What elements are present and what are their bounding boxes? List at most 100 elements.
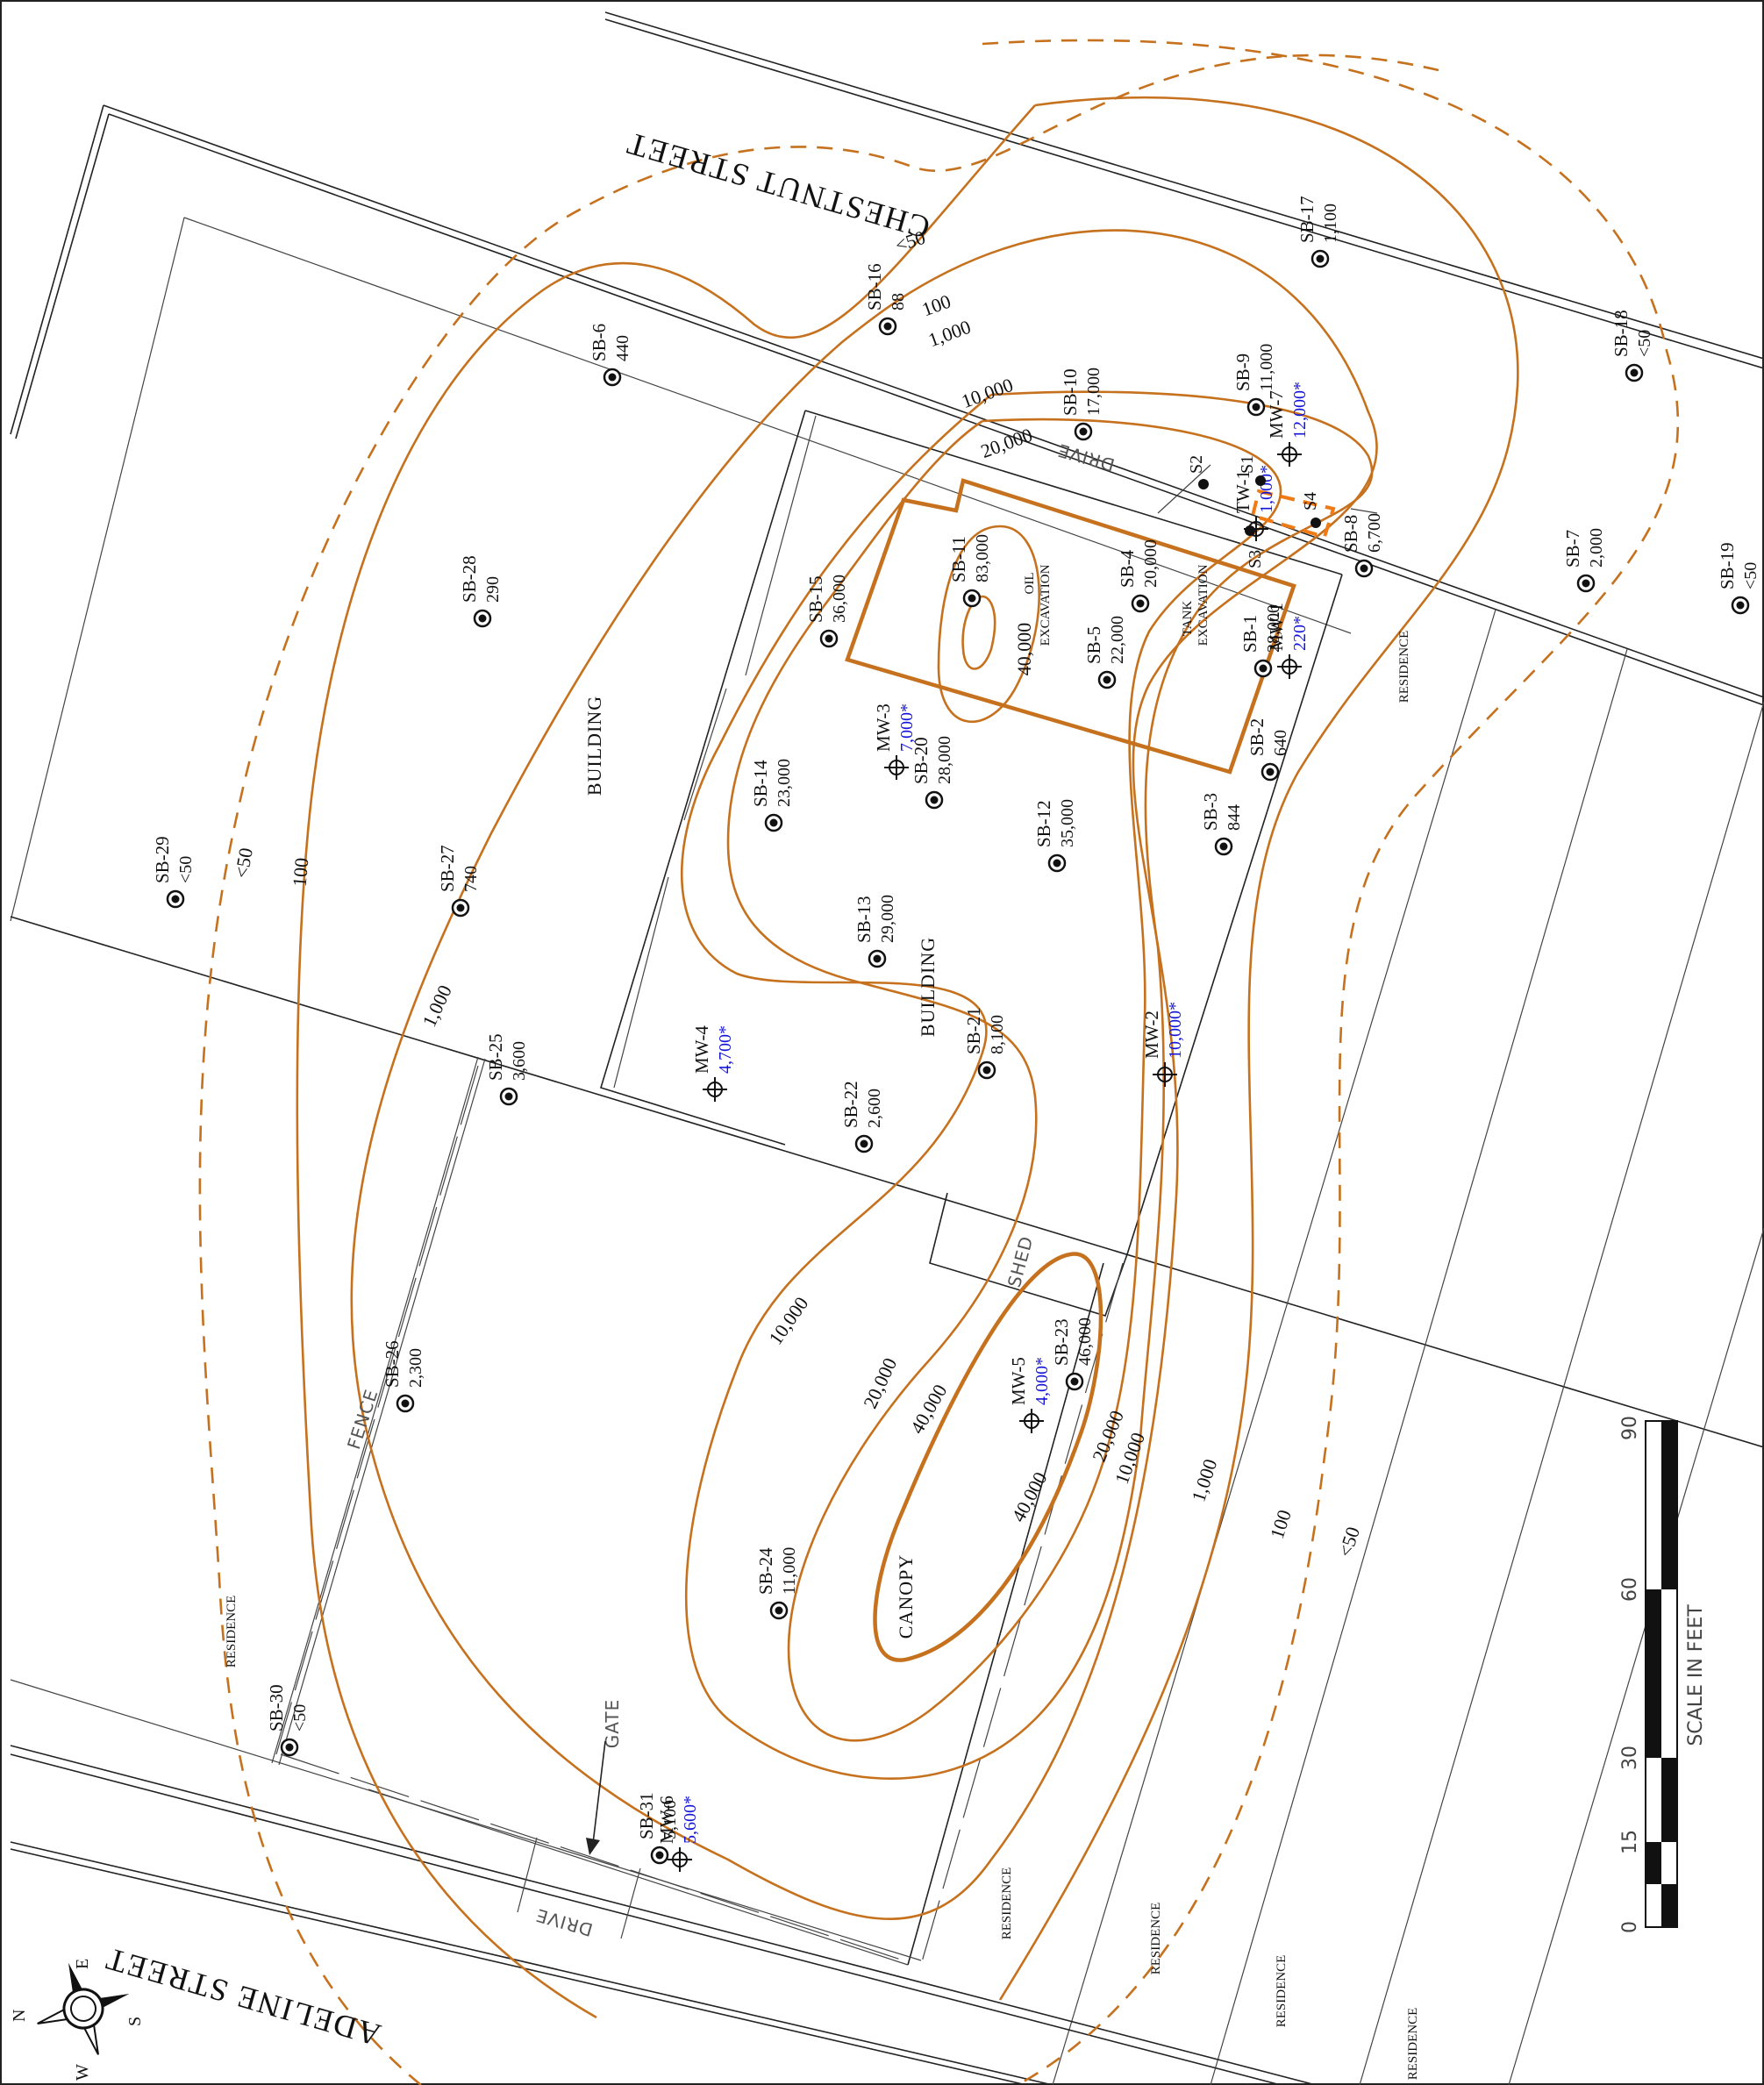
boring-id-label: SB-2 [1246,718,1268,756]
boring-id-label: SB-19 [1717,542,1738,589]
well-id-label: MW-4 [691,1025,712,1074]
well-id-label: MW-2 [1141,1010,1162,1059]
boring-value-label: 1,100 [1321,204,1340,243]
scale-tick: 90 [1619,1416,1641,1440]
soil-boring-marker-core [769,818,778,827]
boring-value-label: 23,000 [775,759,794,807]
site-linework [10,11,1764,2085]
boring-value-label: 20,000 [1141,539,1161,588]
soil-boring-marker-core [1136,599,1145,608]
boring-value-label: 35,000 [1058,799,1077,847]
soil-boring-marker-core [655,1851,664,1860]
well-value-label: 220* [1290,616,1310,651]
gate-label: GATE [602,1699,623,1748]
sample-dot [1198,479,1209,489]
boring-id-label: SB-6 [589,324,610,361]
soil-boring-marker-core [504,1092,513,1101]
boring-value-label: 29,000 [878,895,897,943]
soil-boring-marker-core [1266,768,1275,776]
boring-id-label: SB-11 [948,536,969,582]
boring-id-label: SB-1 [1239,615,1261,653]
boring-value-label: 2,300 [406,1348,425,1388]
boring-id-label: SB-27 [437,845,458,892]
contour-label: 100 [289,857,313,888]
contours [198,39,1680,2085]
sample-dot [1245,525,1255,536]
boring-id-label: SB-15 [805,575,826,623]
residence-label: RESIDENCE [225,1596,239,1668]
building-label-2: BUILDING [917,937,939,1037]
sample-label-s3: S3 [1246,550,1265,568]
scale-tick: 15 [1619,1830,1641,1854]
residence-label: RESIDENCE [1149,1903,1163,1975]
boring-value-label: <50 [176,856,196,883]
residence-label: RESIDENCE [1406,2008,1420,2081]
soil-boring-marker-core [873,954,882,963]
boring-id-label: SB-7 [1562,530,1583,568]
boring-value-label: <50 [1741,562,1760,589]
boring-id-label: SB-16 [864,263,885,311]
well-value-label: 10,000* [1166,1002,1185,1059]
boring-id-label: SB-5 [1083,626,1104,664]
boring-value-label: <50 [1635,330,1654,357]
well-value-label: 4,000* [1032,1357,1052,1405]
sample-label-s4: S4 [1301,492,1320,511]
boring-id-label: SB-22 [840,1081,861,1128]
soil-boring-marker-core [883,322,892,331]
contour-label: <50 [230,846,257,880]
well-value-label: 12,000* [1290,382,1310,439]
oil-tank-excavation-outline [845,478,1296,775]
soil-boring-marker-core [608,373,617,382]
soil-boring-marker-core [1219,842,1228,851]
sample-dot [1255,475,1266,486]
well-id-label: MW-6 [656,1796,677,1844]
boring-id-label: SB-21 [963,1007,984,1054]
contour-label: 40,000 [1013,623,1035,676]
tank-samples: S1 S2 S3 S4 [1187,455,1321,568]
compass-s: S [125,2017,145,2026]
residence-label: RESIDENCE [1397,631,1411,703]
soil-boring-marker-core [1582,579,1590,588]
well-value-label: 7,000* [897,703,917,752]
soil-boring-marker-core [1070,1377,1079,1386]
sample-label-s1: S1 [1238,455,1257,474]
boring-value-label: 740 [461,866,481,892]
boring-id-label: SB-3 [1200,793,1221,831]
compass-e: E [73,1959,92,1969]
soil-boring-marker-core [775,1606,783,1615]
soil-boring-marker-core [930,796,939,804]
soil-boring-marker-core [171,895,180,903]
scale-tick: 30 [1619,1746,1641,1770]
soil-boring-marker-core [825,634,833,643]
well-id-label: MW-1 [1266,603,1287,651]
soil-boring-marker-core [1360,564,1368,573]
sample-dot [1311,518,1321,528]
boring-value-label: 6,700 [1365,513,1384,553]
boring-id-label: SB-26 [382,1340,403,1388]
boring-value-label: 83,000 [973,534,992,582]
soil-boring-marker-core [1103,675,1111,684]
tank-excavation-label-2: EXCAVATION [1196,564,1211,646]
gate-arrow [591,1740,606,1852]
boring-id-label: SB-8 [1340,515,1361,553]
tank-excavation-label-1: TANK [1181,601,1195,637]
boring-value-label: 46,000 [1075,1317,1095,1366]
boring-id-label: SB-18 [1610,310,1632,357]
soil-boring-marker-core [456,903,465,912]
residence-label: RESIDENCE [1275,1955,1289,2028]
soil-boring-marker-core [982,1066,991,1075]
boring-value-label: 290 [483,576,503,603]
boring-id-label: SB-28 [459,555,480,603]
canopy-label: CANOPY [895,1554,917,1639]
boring-value-label: 640 [1271,730,1290,756]
residence-label: RESIDENCE [1000,1867,1014,1940]
soil-boring-marker-core [1630,368,1639,377]
boring-value-label: 3,600 [510,1041,529,1081]
boring-id-label: SB-23 [1051,1318,1072,1366]
boring-value-label: 36,000 [830,575,849,623]
well-value-label: 1,000* [1257,465,1276,513]
boring-value-label: 2,600 [865,1089,884,1128]
scale-title: SCALE IN FEET [1685,1604,1707,1746]
